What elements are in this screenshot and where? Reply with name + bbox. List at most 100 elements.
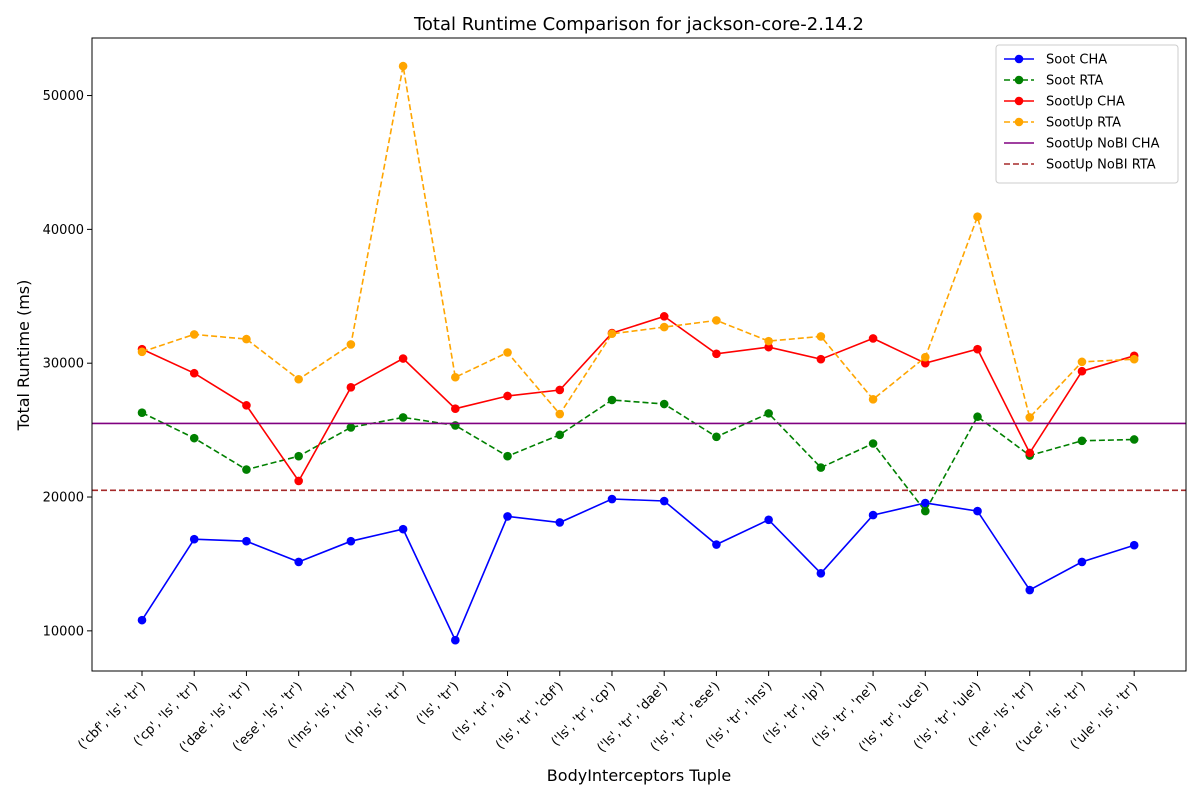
data-point bbox=[868, 395, 878, 404]
data-point bbox=[451, 421, 460, 430]
legend-box bbox=[995, 44, 1179, 184]
data-point bbox=[555, 518, 565, 527]
data-point bbox=[242, 536, 251, 546]
plot-area bbox=[92, 61, 1186, 645]
chart-title: Total Runtime Comparison for jackson-cor… bbox=[413, 14, 864, 35]
data-point bbox=[503, 451, 512, 461]
data-point bbox=[921, 498, 930, 508]
data-point bbox=[137, 347, 147, 357]
data-point bbox=[973, 212, 982, 221]
data-point bbox=[242, 401, 251, 410]
legend-label: Soot RTA bbox=[1046, 74, 1103, 89]
data-point bbox=[189, 368, 199, 378]
data-point bbox=[503, 348, 512, 357]
data-point bbox=[921, 358, 930, 368]
data-point bbox=[659, 399, 669, 409]
data-point bbox=[1077, 557, 1087, 567]
y-tick-label: 50000 bbox=[43, 89, 84, 104]
data-point bbox=[398, 413, 408, 422]
data-point bbox=[1129, 354, 1139, 364]
data-point bbox=[137, 408, 147, 418]
data-point bbox=[816, 463, 826, 472]
x-tick-label: ('ls', 'tr') bbox=[414, 679, 462, 727]
data-point bbox=[659, 312, 669, 321]
data-point bbox=[555, 385, 565, 395]
data-point bbox=[764, 342, 773, 352]
legend-item-soot-cha: Soot CHA bbox=[1004, 53, 1107, 68]
data-point bbox=[868, 334, 878, 343]
data-point bbox=[764, 515, 773, 525]
data-point bbox=[1077, 436, 1087, 446]
data-point bbox=[555, 430, 565, 440]
legend-label: SootUp RTA bbox=[1046, 116, 1121, 131]
data-point bbox=[973, 412, 982, 422]
data-point bbox=[764, 336, 773, 346]
legend-marker bbox=[1014, 96, 1024, 106]
series-soot-rta bbox=[137, 395, 1139, 516]
data-point bbox=[189, 534, 199, 544]
y-tick-label: 40000 bbox=[43, 223, 84, 238]
data-point bbox=[868, 510, 878, 520]
data-point bbox=[451, 404, 460, 413]
data-point bbox=[659, 496, 669, 506]
data-point bbox=[1025, 585, 1035, 595]
legend-item-sootup-nobi-cha: SootUp NoBI CHA bbox=[1004, 137, 1160, 152]
series-soot-cha bbox=[137, 494, 1139, 645]
series-line bbox=[141, 65, 1135, 420]
y-tick-label: 30000 bbox=[43, 357, 84, 372]
data-point bbox=[1077, 357, 1087, 367]
data-point bbox=[607, 329, 617, 339]
series-line bbox=[141, 315, 1135, 483]
data-point bbox=[816, 354, 826, 364]
data-point bbox=[294, 374, 303, 384]
data-point bbox=[1025, 413, 1035, 422]
data-point bbox=[451, 635, 460, 645]
data-point bbox=[294, 451, 303, 461]
data-point bbox=[451, 372, 460, 382]
series-line bbox=[141, 498, 1135, 643]
legend-item-sootup-cha: SootUp CHA bbox=[1004, 95, 1125, 110]
data-point bbox=[1129, 435, 1139, 444]
data-point bbox=[242, 465, 251, 474]
legend-marker bbox=[1014, 117, 1024, 127]
data-point bbox=[346, 340, 356, 349]
data-point bbox=[607, 494, 617, 504]
series-sootup-rta bbox=[137, 61, 1139, 422]
data-point bbox=[346, 423, 356, 432]
data-point bbox=[555, 409, 565, 419]
legend-label: SootUp NoBI CHA bbox=[1046, 137, 1160, 152]
data-point bbox=[242, 334, 251, 344]
data-point bbox=[712, 432, 721, 442]
data-point bbox=[973, 506, 982, 516]
data-point bbox=[1025, 448, 1035, 458]
legend-label: Soot CHA bbox=[1046, 53, 1107, 68]
legend-marker bbox=[1014, 75, 1024, 85]
data-point bbox=[398, 354, 408, 363]
data-point bbox=[712, 540, 721, 549]
data-point bbox=[294, 557, 303, 567]
data-point bbox=[712, 349, 721, 359]
data-point bbox=[503, 391, 512, 401]
data-point bbox=[346, 536, 356, 546]
data-point bbox=[921, 352, 930, 362]
series-sootup-cha bbox=[137, 312, 1139, 486]
legend-item-sootup-nobi-rta: SootUp NoBI RTA bbox=[1004, 158, 1156, 173]
data-point bbox=[398, 61, 408, 71]
data-point bbox=[712, 316, 721, 325]
data-point bbox=[973, 344, 982, 354]
legend-label: SootUp NoBI RTA bbox=[1046, 158, 1156, 173]
data-point bbox=[816, 569, 826, 578]
data-point bbox=[921, 506, 930, 516]
data-point bbox=[659, 322, 669, 332]
data-point bbox=[189, 433, 199, 443]
x-axis-label: BodyInterceptors Tuple bbox=[547, 766, 731, 785]
legend: Soot CHA Soot RTA SootUp CHA SootUp RTA Soot… bbox=[995, 44, 1179, 184]
data-point bbox=[764, 409, 773, 418]
legend-label: SootUp CHA bbox=[1046, 95, 1125, 110]
y-axis-label: Total Runtime (ms) bbox=[14, 280, 33, 432]
plot-frame bbox=[91, 37, 1187, 672]
data-point bbox=[503, 512, 512, 521]
legend-marker bbox=[1014, 54, 1024, 64]
legend-item-soot-rta: Soot RTA bbox=[1004, 74, 1103, 89]
